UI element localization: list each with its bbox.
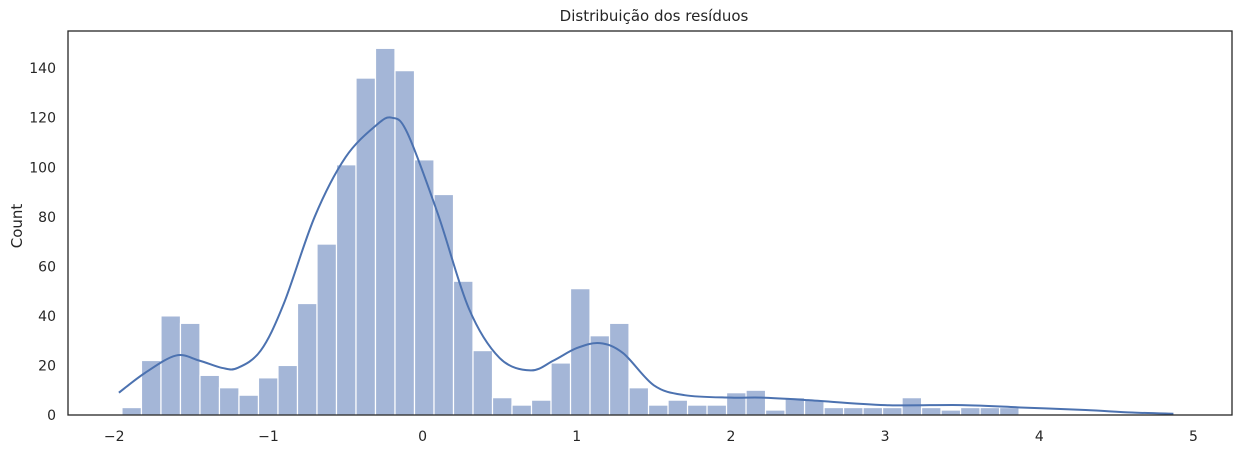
chart-title: Distribuição dos resíduos <box>560 7 749 25</box>
histogram-bar <box>998 406 1020 416</box>
y-tick-label: 20 <box>38 358 56 374</box>
y-tick-label: 100 <box>29 160 56 176</box>
histogram-bar <box>335 164 357 416</box>
y-tick-label: 0 <box>47 408 56 424</box>
histogram-bar <box>179 322 201 416</box>
histogram-bar <box>764 409 786 416</box>
histogram-bar <box>511 404 533 416</box>
x-tick-label: 1 <box>572 429 581 445</box>
histogram-bar <box>647 404 669 416</box>
histogram-bar <box>491 397 513 416</box>
histogram-bar <box>628 387 650 416</box>
histogram-bars <box>121 47 1020 416</box>
histogram-bar <box>374 47 396 416</box>
histogram-bar <box>550 362 572 416</box>
histogram-bar <box>959 406 981 416</box>
y-tick-label: 140 <box>29 61 56 77</box>
histogram-bar <box>316 243 338 416</box>
x-tick-label: 2 <box>726 429 735 445</box>
y-tick-label: 80 <box>38 210 56 226</box>
axes-frame <box>67 30 1233 416</box>
histogram-bar <box>394 70 416 416</box>
y-axis-title: Count <box>8 204 26 249</box>
x-tick-label: −2 <box>104 429 125 445</box>
histogram-bar <box>413 159 435 416</box>
x-tick-label: −1 <box>258 429 279 445</box>
histogram-bar <box>296 302 318 416</box>
x-tick-label: 5 <box>1189 429 1198 445</box>
x-tick-label: 3 <box>881 429 890 445</box>
histogram-bar <box>569 288 591 416</box>
histogram-bar <box>862 406 884 416</box>
histogram-bar <box>745 389 767 416</box>
histogram-bar <box>199 374 221 416</box>
histogram-bar <box>979 406 1001 416</box>
histogram-bar <box>940 409 962 416</box>
y-tick-label: 120 <box>29 111 56 127</box>
y-tick-labels: 0 20 40 60 80 100 120 140 <box>29 61 56 424</box>
x-tick-label: 4 <box>1035 429 1044 445</box>
histogram-bar <box>433 193 455 416</box>
histogram-bar <box>472 349 494 416</box>
histogram-bar <box>452 280 474 416</box>
kde-line <box>118 116 1174 415</box>
histogram-bar <box>608 322 630 416</box>
histogram-bar <box>589 335 611 416</box>
histogram-bar <box>257 377 279 416</box>
histogram-bar <box>530 399 552 416</box>
histogram-bar <box>238 394 260 416</box>
histogram-bar <box>667 399 689 416</box>
y-tick-label: 60 <box>38 259 56 275</box>
histogram-bar <box>725 392 747 416</box>
x-tick-labels: −2 −1 0 1 2 3 4 5 <box>104 429 1198 445</box>
histogram-bar <box>218 387 240 416</box>
histogram-bar <box>121 406 143 416</box>
histogram-bar <box>160 315 182 416</box>
x-tick-label: 0 <box>418 429 427 445</box>
histogram-bar <box>706 404 728 416</box>
histogram-bar <box>823 406 845 416</box>
histogram-bar <box>842 406 864 416</box>
histogram-bar <box>686 404 708 416</box>
histogram-bar <box>803 399 825 416</box>
histogram-bar <box>881 406 903 416</box>
y-tick-label: 40 <box>38 309 56 325</box>
histogram-bar <box>920 406 942 416</box>
histogram-bar <box>277 364 299 416</box>
